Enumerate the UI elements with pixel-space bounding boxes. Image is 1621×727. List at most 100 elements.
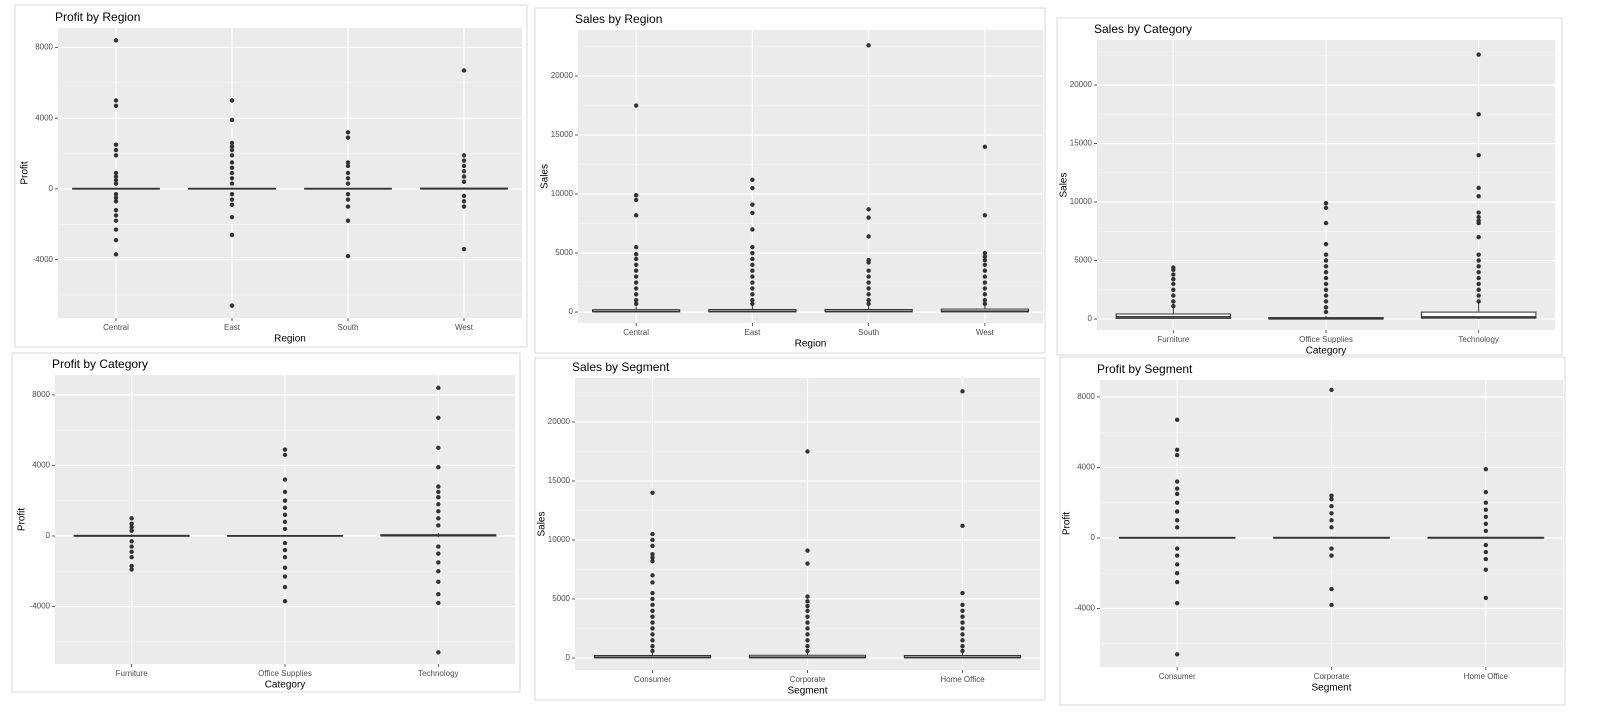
y-tick-label: 4000	[35, 113, 53, 122]
outlier	[1483, 595, 1489, 601]
outlier	[1329, 504, 1334, 509]
outlier	[229, 147, 235, 153]
chart-title: Profit by Region	[55, 10, 140, 24]
x-tick-label: West	[455, 323, 474, 332]
outlier	[1483, 467, 1489, 472]
outlier	[982, 274, 988, 279]
outlier	[1329, 546, 1334, 551]
outlier	[1174, 452, 1180, 458]
outlier	[1329, 586, 1334, 592]
outlier	[650, 648, 655, 654]
x-axis-label: Region	[274, 334, 306, 345]
outlier	[129, 563, 134, 569]
x-tick-label: Corporate	[1314, 672, 1350, 681]
outlier	[1483, 542, 1489, 548]
outlier	[866, 292, 871, 297]
outlier	[1483, 567, 1489, 572]
outlier	[113, 103, 119, 109]
outlier	[461, 68, 467, 73]
outlier	[1329, 602, 1334, 608]
outlier	[282, 574, 288, 579]
outlier	[866, 301, 871, 306]
outlier	[1323, 275, 1329, 281]
chart-panel: 0 5000 10000 15000 20000 Central East South West…	[534, 7, 1046, 354]
outlier	[113, 177, 119, 183]
outlier	[345, 163, 351, 169]
outlier	[866, 234, 871, 239]
chart-panel: -4000 0 4000 8000 Furniture Office Supplies Te…	[11, 352, 521, 693]
y-tick-label: 5000	[555, 248, 573, 257]
outlier	[1174, 553, 1180, 558]
outlier	[650, 537, 655, 543]
outlier	[650, 620, 655, 625]
y-tick-label: 20000	[1070, 80, 1093, 89]
x-tick-label: Home Office	[1464, 672, 1509, 681]
y-tick-label: 10000	[548, 535, 571, 544]
outlier	[113, 142, 119, 147]
outlier	[1174, 579, 1180, 585]
outlier	[805, 449, 810, 454]
y-tick-label: 8000	[32, 390, 50, 399]
x-tick-label: Office Supplies	[258, 669, 312, 678]
outlier	[1174, 571, 1180, 576]
outlier	[1329, 493, 1334, 498]
outlier	[345, 181, 351, 186]
outlier	[461, 199, 467, 204]
outlier	[113, 218, 119, 223]
outlier	[1476, 234, 1481, 240]
x-tick-label: Furniture	[1157, 335, 1190, 344]
x-tick-label: Technology	[418, 669, 458, 678]
outlier	[113, 153, 119, 158]
outlier	[650, 490, 655, 495]
outlier	[750, 292, 755, 297]
outlier	[229, 144, 235, 149]
outlier	[633, 298, 639, 303]
outlier	[1483, 500, 1489, 505]
outlier	[282, 526, 288, 532]
outlier	[282, 512, 288, 518]
outlier	[1483, 528, 1489, 534]
outlier	[113, 181, 119, 186]
x-tick-label: Consumer	[1159, 672, 1196, 681]
outlier	[982, 292, 988, 297]
outlier	[282, 540, 288, 546]
outlier	[982, 144, 988, 150]
outlier	[633, 213, 639, 218]
outlier	[982, 268, 988, 273]
outlier	[960, 389, 965, 394]
outlier	[113, 147, 119, 153]
outlier	[1329, 553, 1334, 558]
outlier	[345, 253, 351, 259]
outlier	[866, 207, 871, 212]
outlier	[633, 252, 639, 257]
outlier	[436, 551, 441, 556]
outlier	[229, 153, 235, 158]
outlier	[650, 626, 655, 631]
outlier	[282, 505, 288, 510]
x-tick-label: Central	[623, 328, 649, 337]
outlier	[960, 638, 965, 643]
outlier	[866, 43, 871, 48]
outlier	[461, 169, 467, 174]
outlier	[866, 215, 871, 220]
outlier	[1476, 275, 1481, 281]
outlier	[805, 614, 810, 619]
outlier	[1476, 153, 1481, 158]
outlier	[650, 602, 655, 608]
outlier	[345, 197, 351, 202]
outlier	[1323, 252, 1329, 257]
outlier	[345, 218, 351, 223]
y-tick-label: 5000	[1074, 256, 1092, 265]
outlier	[1171, 293, 1176, 298]
outlier	[650, 580, 655, 585]
outlier	[1476, 264, 1481, 269]
y-tick-label: 15000	[1070, 139, 1093, 148]
outlier	[1483, 521, 1489, 527]
x-tick-label: Corporate	[790, 675, 826, 684]
x-tick-label: South	[858, 328, 879, 337]
outlier	[1323, 200, 1329, 206]
outlier	[650, 551, 655, 557]
outlier	[650, 531, 655, 537]
outlier	[650, 543, 655, 549]
y-tick-label: -4000	[1075, 604, 1096, 613]
